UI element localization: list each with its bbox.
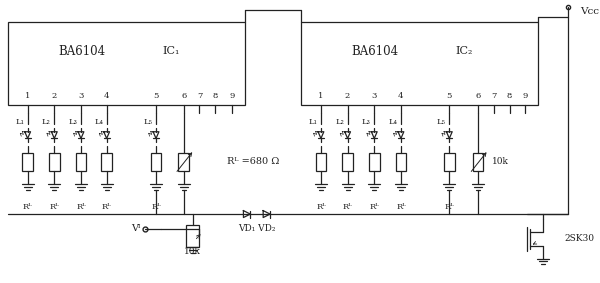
Text: 6: 6 <box>475 92 481 100</box>
Text: 8: 8 <box>507 92 512 100</box>
Text: 3: 3 <box>371 92 377 100</box>
Text: 10k: 10k <box>492 157 509 166</box>
Text: 2: 2 <box>52 92 57 100</box>
Text: L₅: L₅ <box>437 118 446 126</box>
Text: IC₁: IC₁ <box>162 46 179 56</box>
Text: Vcc: Vcc <box>580 7 599 16</box>
Text: 10k: 10k <box>184 247 201 256</box>
Text: L₃: L₃ <box>362 118 371 126</box>
Bar <box>49 153 60 171</box>
Text: L₅: L₅ <box>143 118 152 126</box>
Text: 7: 7 <box>491 92 496 100</box>
Bar <box>444 153 455 171</box>
Text: L₁: L₁ <box>308 118 317 126</box>
Text: Rᴸ: Rᴸ <box>102 203 112 211</box>
Bar <box>342 153 353 171</box>
Bar <box>8 22 245 106</box>
Text: L₁: L₁ <box>16 118 24 126</box>
Bar <box>178 153 189 171</box>
Text: BA6104: BA6104 <box>58 45 106 58</box>
Text: IC₂: IC₂ <box>455 46 473 56</box>
Text: 4: 4 <box>398 92 404 100</box>
Text: L₂: L₂ <box>335 118 344 126</box>
Text: 9: 9 <box>523 92 528 100</box>
Bar <box>395 153 406 171</box>
Text: BA6104: BA6104 <box>352 45 399 58</box>
Text: 5: 5 <box>154 92 159 100</box>
Text: 2SK30: 2SK30 <box>565 234 595 243</box>
Text: Rᴸ: Rᴸ <box>23 203 32 211</box>
Text: Rᴸ =680 Ω: Rᴸ =680 Ω <box>227 157 280 166</box>
Text: 9: 9 <box>229 92 235 100</box>
Text: Rᴸ: Rᴸ <box>396 203 406 211</box>
Text: Rᴸ: Rᴸ <box>49 203 59 211</box>
Text: 1: 1 <box>25 92 31 100</box>
Bar <box>76 153 86 171</box>
Text: 8: 8 <box>212 92 218 100</box>
Text: 4: 4 <box>104 92 109 100</box>
Bar <box>185 225 199 247</box>
Text: 5: 5 <box>446 92 452 100</box>
Text: Rᴸ: Rᴸ <box>445 203 454 211</box>
Bar <box>22 153 33 171</box>
Text: VD₁ VD₂: VD₁ VD₂ <box>238 224 275 233</box>
Text: L₄: L₄ <box>389 118 398 126</box>
Text: 2: 2 <box>345 92 350 100</box>
Bar <box>151 153 161 171</box>
Text: Rᴸ: Rᴸ <box>316 203 326 211</box>
Text: Rᴸ: Rᴸ <box>343 203 352 211</box>
Text: L₃: L₃ <box>68 118 77 126</box>
Text: Vᴵ: Vᴵ <box>131 224 140 233</box>
Text: Rᴸ: Rᴸ <box>151 203 161 211</box>
Text: 6: 6 <box>181 92 187 100</box>
Text: L₄: L₄ <box>94 118 103 126</box>
Bar <box>316 153 326 171</box>
Text: 1: 1 <box>318 92 323 100</box>
Text: Rᴸ: Rᴸ <box>76 203 86 211</box>
Text: L₂: L₂ <box>42 118 51 126</box>
Bar <box>473 153 484 171</box>
Text: Rᴸ: Rᴸ <box>370 203 379 211</box>
Bar <box>101 153 112 171</box>
Bar <box>301 22 538 106</box>
Text: 7: 7 <box>197 92 202 100</box>
Text: 3: 3 <box>78 92 83 100</box>
Bar <box>369 153 380 171</box>
